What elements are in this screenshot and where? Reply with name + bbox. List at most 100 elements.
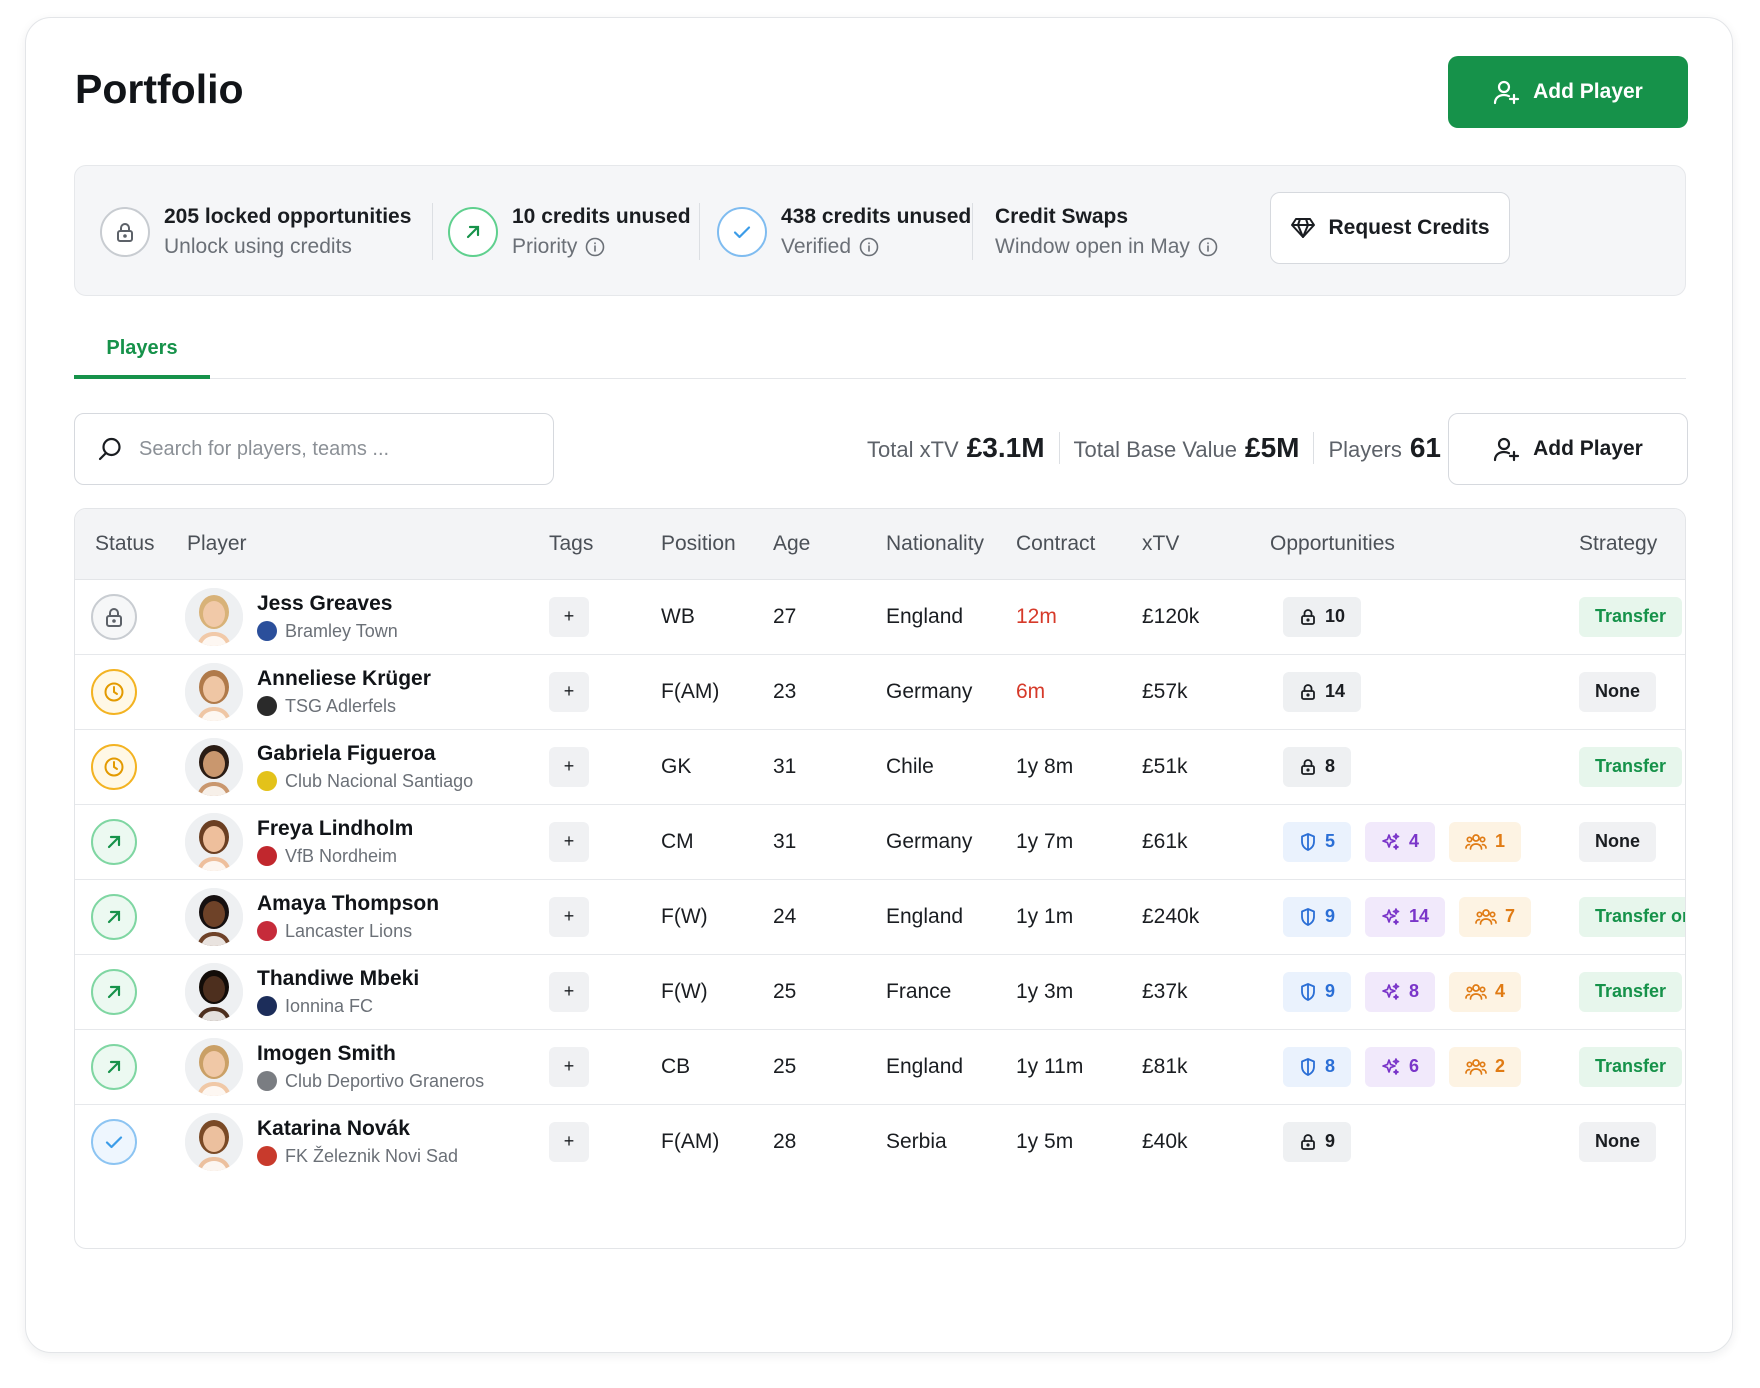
add-player-button-secondary[interactable]: Add Player — [1448, 413, 1688, 485]
add-tag-button[interactable]: + — [549, 1046, 589, 1087]
add-tag-button[interactable]: + — [549, 971, 589, 1012]
locked-opportunities-chip[interactable]: 14 — [1283, 671, 1362, 712]
column-header-opportunities[interactable]: Opportunities — [1270, 532, 1395, 555]
column-header-contract[interactable]: Contract — [1016, 532, 1096, 555]
locked-opportunities-chip[interactable]: 8 — [1283, 746, 1352, 787]
players-table: Status Player Tags Position Age National… — [74, 508, 1686, 1249]
shield-opportunities-chip[interactable]: 9 — [1283, 971, 1352, 1012]
player-name[interactable]: Anneliese Krüger — [257, 666, 431, 690]
shield-opportunities-chip[interactable]: 5 — [1283, 821, 1352, 862]
column-header-strategy[interactable]: Strategy — [1579, 532, 1658, 555]
table-row[interactable]: Amaya Thompson Lancaster Lions + F(W) 24… — [75, 879, 1685, 955]
opportunities-cell: 9 8 4 — [1283, 954, 1535, 1029]
player-cell[interactable]: Amaya Thompson Lancaster Lions — [185, 879, 439, 954]
shield-opportunities-chip[interactable]: 9 — [1283, 896, 1352, 937]
status-verified-icon — [91, 1118, 137, 1165]
tab-players[interactable]: Players — [106, 337, 178, 359]
add-tag-button[interactable]: + — [549, 1121, 589, 1162]
player-cell[interactable]: Thandiwe Mbeki Ionnina FC — [185, 954, 419, 1029]
spark-opportunities-chip[interactable]: 8 — [1365, 971, 1436, 1012]
stat-swaps-sub: Window open in May — [995, 235, 1190, 258]
table-row[interactable]: Gabriela Figueroa Club Nacional Santiago… — [75, 729, 1685, 805]
tags-cell: + — [549, 879, 589, 954]
column-header-player[interactable]: Player — [187, 532, 247, 555]
strategy-badge[interactable]: Transfer — [1579, 596, 1683, 637]
contract: 1y 7m — [1016, 829, 1074, 853]
player-name[interactable]: Jess Greaves — [257, 591, 393, 615]
player-name[interactable]: Thandiwe Mbeki — [257, 966, 420, 990]
spark-opportunities-count: 14 — [1409, 906, 1430, 926]
column-header-nationality[interactable]: Nationality — [886, 532, 985, 555]
people-opportunities-count: 4 — [1495, 981, 1506, 1001]
add-tag-button[interactable]: + — [549, 821, 589, 862]
nationality: Germany — [886, 829, 973, 853]
locked-opportunities-chip[interactable]: 10 — [1283, 596, 1362, 637]
table-row[interactable]: Imogen Smith Club Deportivo Graneros + C… — [75, 1029, 1685, 1105]
people-opportunities-chip[interactable]: 2 — [1449, 1046, 1522, 1087]
xtv-value: £240k — [1142, 904, 1200, 928]
strategy-badge[interactable]: None — [1579, 821, 1656, 862]
shield-opportunities-chip[interactable]: 8 — [1283, 1046, 1352, 1087]
player-name[interactable]: Freya Lindholm — [257, 816, 414, 840]
people-opportunities-chip[interactable]: 4 — [1449, 971, 1522, 1012]
table-row[interactable]: Thandiwe Mbeki Ionnina FC + F(W) 25 Fran… — [75, 954, 1685, 1030]
status-locked-icon — [91, 593, 137, 640]
player-team: Bramley Town — [285, 620, 398, 641]
request-credits-button[interactable]: Request Credits — [1270, 192, 1510, 264]
people-opportunities-chip[interactable]: 7 — [1459, 896, 1532, 937]
add-tag-button[interactable]: + — [549, 671, 589, 712]
xtv-value: £61k — [1142, 829, 1188, 853]
add-tag-button[interactable]: + — [549, 896, 589, 937]
info-icon[interactable] — [1198, 237, 1218, 257]
column-header-status[interactable]: Status — [95, 532, 155, 555]
player-name[interactable]: Katarina Novák — [257, 1116, 410, 1140]
strategy-badge[interactable]: Transfer — [1579, 746, 1683, 787]
table-row[interactable]: Freya Lindholm VfB Nordheim + CM 31 Germ… — [75, 804, 1685, 880]
strategy-badge[interactable]: None — [1579, 1121, 1656, 1162]
spark-opportunities-chip[interactable]: 4 — [1365, 821, 1436, 862]
table-row[interactable]: Jess Greaves Bramley Town + WB 27 Englan… — [75, 579, 1685, 655]
player-name[interactable]: Gabriela Figueroa — [257, 741, 436, 765]
spark-opportunities-icon — [1381, 907, 1401, 927]
add-player-button-primary[interactable]: Add Player — [1448, 56, 1688, 128]
player-cell[interactable]: Imogen Smith Club Deportivo Graneros — [185, 1029, 484, 1104]
player-cell[interactable]: Anneliese Krüger TSG Adlerfels — [185, 654, 431, 729]
locked-opportunities-count: 8 — [1325, 756, 1336, 776]
column-header-tags[interactable]: Tags — [549, 532, 594, 555]
table-row[interactable]: Katarina Novák FK Železnik Novi Sad + F(… — [75, 1104, 1685, 1179]
contract: 1y 8m — [1016, 754, 1074, 778]
spark-opportunities-chip[interactable]: 6 — [1365, 1046, 1436, 1087]
add-tag-button[interactable]: + — [549, 746, 589, 787]
player-cell[interactable]: Gabriela Figueroa Club Nacional Santiago — [185, 729, 473, 804]
shield-opportunities-count: 8 — [1325, 1056, 1336, 1076]
people-opportunities-icon — [1465, 983, 1487, 1001]
column-header-age[interactable]: Age — [773, 532, 811, 555]
search-input[interactable] — [137, 436, 521, 462]
column-header-position[interactable]: Position — [661, 532, 736, 555]
strategy-badge[interactable]: Transfer — [1579, 1046, 1683, 1087]
info-icon[interactable] — [585, 237, 605, 257]
search-box[interactable] — [74, 413, 554, 485]
player-cell[interactable]: Jess Greaves Bramley Town — [185, 579, 398, 654]
strategy-badge[interactable]: None — [1579, 671, 1656, 712]
stat-priority-title: 10 credits unused — [512, 205, 691, 228]
locked-opportunities-chip[interactable]: 9 — [1283, 1121, 1352, 1162]
player-cell[interactable]: Katarina Novák FK Železnik Novi Sad — [185, 1104, 458, 1179]
stat-credit-swaps: Credit Swaps Window open in May — [995, 202, 1218, 262]
strategy-badge[interactable]: Transfer — [1579, 971, 1683, 1012]
column-header-xtv[interactable]: xTV — [1142, 532, 1180, 555]
page-title: Portfolio — [75, 66, 244, 112]
add-tag-button[interactable]: + — [549, 596, 589, 637]
player-name[interactable]: Amaya Thompson — [257, 891, 440, 915]
table-row[interactable]: Anneliese Krüger TSG Adlerfels + F(AM) 2… — [75, 654, 1685, 730]
player-name[interactable]: Imogen Smith — [257, 1041, 396, 1065]
tags-cell: + — [549, 654, 589, 729]
player-cell[interactable]: Freya Lindholm VfB Nordheim — [185, 804, 413, 879]
strategy-badge[interactable]: Transfer or Loan — [1579, 896, 1685, 937]
stat-priority-sub-wrap: Priority — [512, 232, 691, 262]
info-icon[interactable] — [859, 237, 879, 257]
position: WB — [661, 604, 695, 628]
people-opportunities-chip[interactable]: 1 — [1449, 821, 1522, 862]
xtv-value: £37k — [1142, 979, 1188, 1003]
spark-opportunities-chip[interactable]: 14 — [1365, 896, 1446, 937]
